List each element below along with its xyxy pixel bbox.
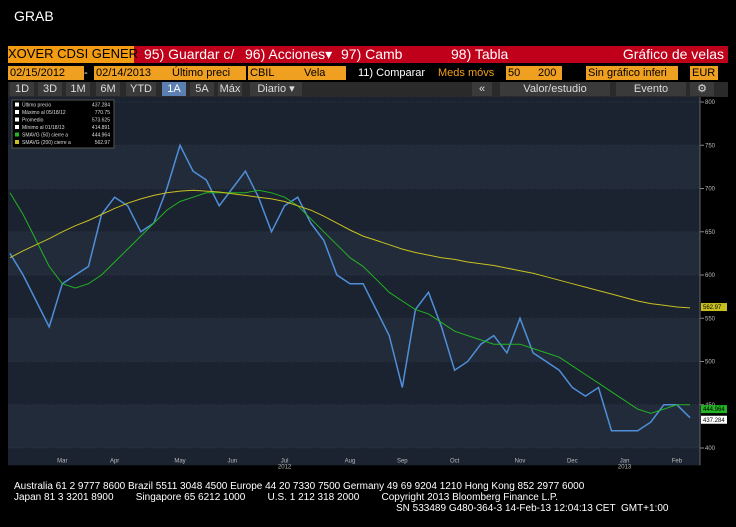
toolbar-button[interactable]: 96) Acciones▾ [245,46,333,62]
control-field[interactable]: CBIL [248,66,302,80]
x-tick-label: Mar [57,458,67,464]
control-ma2[interactable]: 200 [536,66,562,80]
legend-value: 562.97 [95,140,111,146]
x-tick-label: Jul [281,458,289,464]
x-tick-label: Aug [345,458,356,464]
range-button[interactable]: Máx [218,82,242,96]
legend-label: Mínimo al 01/18/13 [22,125,65,131]
security[interactable]: XOVER CDSI GENER [8,46,139,63]
control-currency[interactable]: EUR [690,66,718,80]
legend-label: SMAVG (200) cierre a [22,140,71,146]
legend-label: Máximo al 05/18/12 [22,110,66,116]
legend-box [11,99,115,149]
legend-swatch [15,117,19,122]
footer-line: Australia 61 2 9777 8600 Brazil 5511 304… [14,481,585,492]
x-tick-label: Nov [515,458,526,464]
control-ma_label: Meds móvs [438,67,495,79]
y-tick-label: 550 [705,316,716,322]
y-tick-label: 700 [705,187,716,193]
series-line [9,143,691,432]
period[interactable]: Diario ▾ [250,82,302,96]
legend-label: Último precio [22,102,51,109]
x-tick-label: Jan [620,458,630,464]
legend-swatch [15,140,19,144]
control-sep: - [84,67,88,79]
x-tick-label: Feb [672,458,683,464]
value-tag [701,303,727,312]
control-end[interactable]: 02/14/2013 [94,66,170,80]
legend-swatch [15,132,19,137]
chart-type[interactable]: Gráfico de velas [622,46,724,62]
toolbar-button[interactable]: 95) Guardar c/ [144,46,235,62]
y-tick-label: 750 [705,143,716,149]
y-tick-label: 800 [705,100,716,106]
y-tick-label: 500 [705,360,716,366]
range-button[interactable]: YTD [126,82,156,96]
window-title: GRAB [14,8,54,24]
band [8,231,700,276]
legend-value: 444.964 [92,133,110,139]
tool-button[interactable]: ⚙ [690,82,714,96]
range-button[interactable]: 1D [10,82,34,96]
toolbar [8,46,728,63]
toolbar-button[interactable]: 97) Camb [341,46,403,62]
value-tag [701,415,727,424]
x-tick-label: Dec [567,458,578,464]
band [8,318,700,362]
footer-line: Japan 81 3 3201 8900 Singapore 65 6212 1… [14,492,559,503]
series-line [9,189,691,309]
control-style[interactable]: Vela [302,66,346,80]
x-tick-label: Jun [227,458,237,464]
control-start[interactable]: 02/15/2012 [8,66,84,80]
legend-swatch [15,125,19,129]
tool-button[interactable]: « [472,82,492,96]
chart: 400450500550600650700750800MarAprMayJunJ… [8,97,727,469]
tool-button[interactable]: Evento [616,82,686,96]
x-tick-label: Sep [397,458,408,464]
range-button[interactable]: 1M [66,82,90,96]
x-tick-label: Oct [450,458,460,464]
band [8,404,700,449]
y-tick-label: 650 [705,230,716,236]
value-tag-label: 437.284 [703,418,725,424]
legend-value: 770.75 [95,110,111,116]
y-tick-label: 400 [705,446,716,452]
legend-value: 414.891 [92,125,110,131]
x-tick-label: Apr [110,458,119,464]
control-lower[interactable]: Sin gráfico inferi [586,66,678,80]
legend-label: Promedio [22,118,44,124]
footer-line: SN 533489 G480-364-3 14-Feb-13 12:04:13 … [396,503,669,514]
value-tag [701,405,727,414]
tool-button[interactable]: Valor/estudio [500,82,610,96]
control-price[interactable]: Último preci [170,66,246,80]
control-compare: 11) Comparar [358,67,426,79]
control-ma1[interactable]: 50 [506,66,536,80]
x-tick-label: May [174,458,185,464]
series-line [9,189,690,414]
range-button[interactable]: 5A [190,82,214,96]
legend-swatch [15,110,19,114]
value-tag-label: 444.964 [703,407,725,413]
year-label: 2012 [278,464,292,469]
legend-value: 573.625 [92,118,110,124]
legend-swatch [15,102,19,107]
legend-value: 437.284 [92,103,110,109]
range-button[interactable]: 6M [96,82,120,96]
range-button[interactable]: 1A [162,82,186,96]
legend-label: SMAVG (50) cierre a [22,133,68,139]
range-button[interactable]: 3D [38,82,62,96]
toolbar-button[interactable]: 98) Tabla [451,46,509,62]
value-tag-label: 562.97 [703,305,722,311]
year-label: 2013 [618,464,632,469]
band [8,145,700,189]
y-tick-label: 600 [705,273,716,279]
